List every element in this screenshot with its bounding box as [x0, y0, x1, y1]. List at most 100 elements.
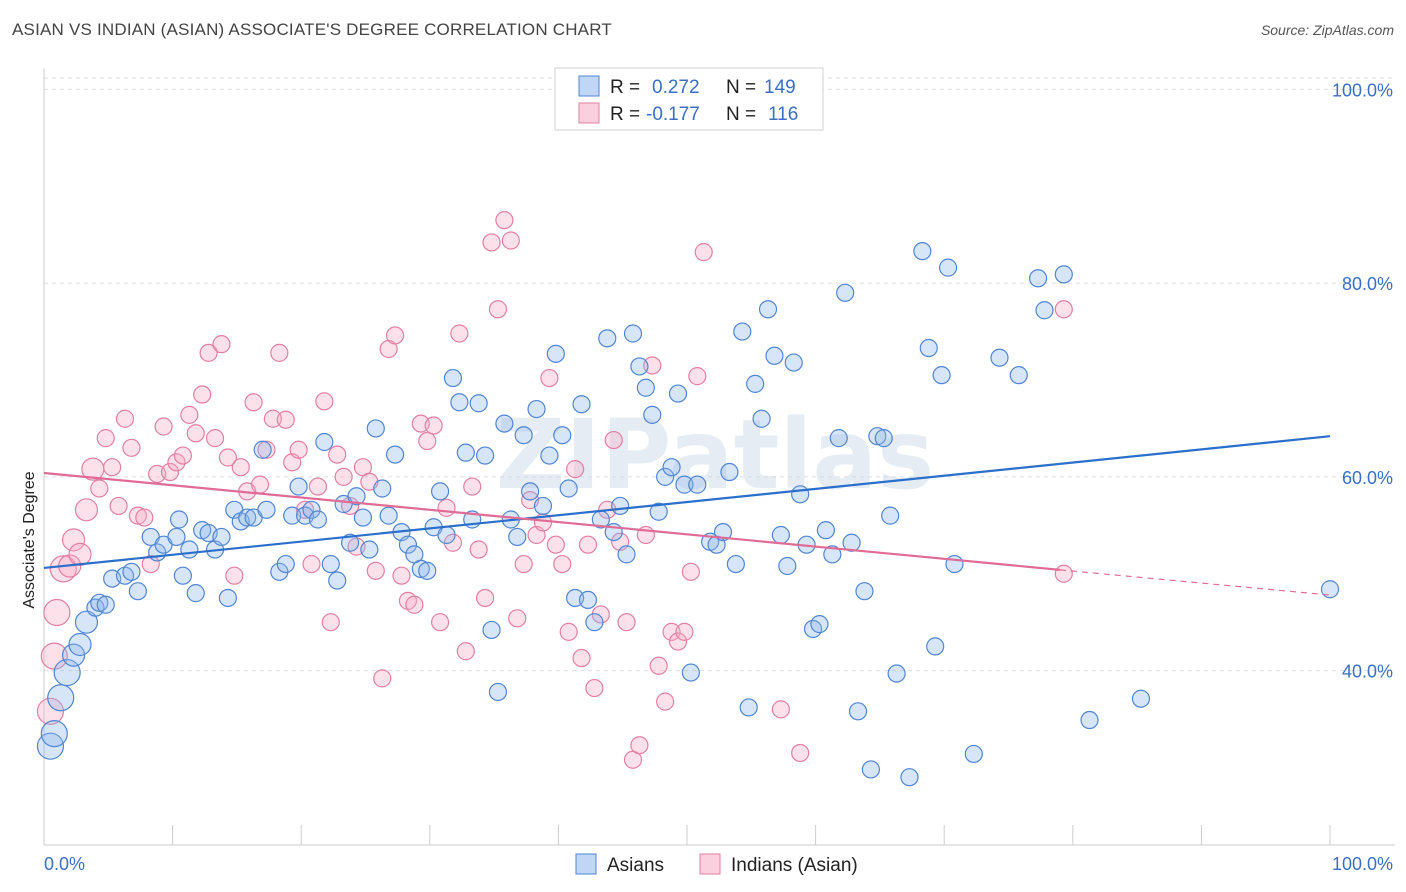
scatter-point — [482, 233, 501, 252]
bottom-swatch-indians — [699, 853, 721, 875]
scatter-point — [379, 506, 398, 525]
bottom-legend: Asians Indians (Asian) — [575, 853, 858, 876]
scatter-point — [450, 393, 469, 412]
scatter-point — [257, 440, 276, 459]
scatter-point — [456, 443, 475, 462]
scatter-point — [167, 453, 186, 472]
scatter-point — [726, 554, 745, 574]
scatter-point — [566, 460, 585, 479]
scatter-point — [49, 555, 77, 583]
scatter-point — [36, 697, 65, 725]
scatter-point — [115, 409, 135, 428]
scatter-point — [488, 300, 508, 319]
indians-points — [36, 211, 1073, 769]
scatter-point — [430, 482, 450, 501]
y-tick-label: 100.0% — [1332, 80, 1393, 100]
watermark: ZIPatlas — [496, 399, 935, 511]
scatter-point — [791, 485, 810, 504]
scatter-point — [1131, 689, 1151, 708]
scatter-point — [463, 477, 482, 496]
scatter-point — [546, 344, 565, 363]
top-legend: R = 0.272 N = 149 R = -0.177 N = 116 — [554, 67, 824, 131]
scatter-point — [443, 368, 463, 388]
scatter-point — [90, 593, 109, 612]
scatter-point — [842, 533, 861, 552]
scatter-point — [1054, 564, 1073, 583]
legend-n-value-2: 116 — [768, 104, 798, 125]
scatter-point — [1080, 710, 1099, 730]
scatter-point — [276, 554, 295, 574]
legend-n-label-1: N = — [726, 77, 756, 98]
scatter-point — [585, 678, 604, 698]
scatter-point — [508, 527, 527, 547]
scatter-point — [173, 566, 192, 585]
scatter-point — [180, 405, 199, 424]
legend-r-label-1: R = — [610, 77, 640, 98]
scatter-point — [495, 211, 514, 230]
legend-swatch-asians — [578, 75, 600, 97]
chart-title: ASIAN VS INDIAN (ASIAN) ASSOCIATE'S DEGR… — [12, 20, 612, 39]
scatter-point — [887, 664, 906, 683]
scatter-point — [180, 540, 199, 559]
scatter-point — [328, 445, 347, 464]
scatter-point — [225, 566, 244, 585]
scatter-point — [205, 429, 225, 448]
scatter-point — [604, 430, 623, 450]
scatter-point — [315, 432, 334, 452]
scatter-point — [321, 613, 340, 632]
scatter-point — [553, 426, 572, 445]
scatter-point — [990, 348, 1009, 367]
scatter-point — [128, 506, 147, 525]
scatter-point — [829, 429, 848, 448]
scatter-point — [61, 528, 86, 552]
scatter-point — [816, 521, 835, 540]
scatter-point — [572, 648, 591, 668]
scatter-point — [578, 590, 598, 610]
scatter-point — [572, 395, 591, 414]
scatter-point — [253, 440, 272, 459]
scatter-point — [611, 496, 630, 516]
scatter-point — [334, 467, 353, 486]
x-tick-label: 0.0% — [44, 854, 85, 874]
scatter-point — [212, 527, 231, 547]
scatter-point — [218, 448, 237, 467]
scatter-point — [43, 598, 71, 627]
x-tick-labels: 0.0% 100.0% — [44, 854, 1393, 874]
scatter-point — [74, 498, 99, 522]
scatter-point — [938, 258, 958, 277]
scatter-point — [823, 545, 842, 564]
scatter-point — [96, 429, 115, 448]
scatter-point — [746, 374, 765, 393]
scatter-point — [475, 588, 495, 608]
scatter-point — [643, 405, 662, 424]
scatter-point — [141, 554, 160, 574]
scatter-point — [540, 368, 559, 388]
scatter-point — [96, 595, 115, 614]
scatter-point — [366, 561, 385, 580]
scatter-point — [385, 326, 405, 345]
scatter-point — [514, 554, 533, 574]
scatter-point — [40, 719, 68, 748]
scatter-point — [681, 663, 700, 682]
scatter-point — [385, 445, 405, 464]
scatter-point — [418, 561, 437, 580]
scatter-point — [160, 462, 180, 482]
scatter-point — [514, 426, 533, 445]
scatter-point — [540, 446, 559, 465]
scatter-point — [308, 477, 328, 496]
scatter-point — [675, 475, 694, 494]
scatter-point — [257, 500, 276, 519]
scatter-point — [791, 743, 810, 763]
scatter-point — [450, 324, 469, 343]
scatter-point — [289, 477, 308, 496]
scatter-point — [263, 409, 283, 428]
scatter-point — [353, 508, 373, 527]
scatter-point — [302, 554, 321, 574]
scatter-point — [919, 338, 938, 358]
scatter-point — [810, 615, 829, 634]
legend-r-label-2: R = — [610, 104, 640, 125]
scatter-point — [739, 698, 758, 717]
scatter-point — [752, 409, 771, 428]
scatter-point — [103, 458, 122, 477]
scatter-point — [688, 475, 707, 494]
